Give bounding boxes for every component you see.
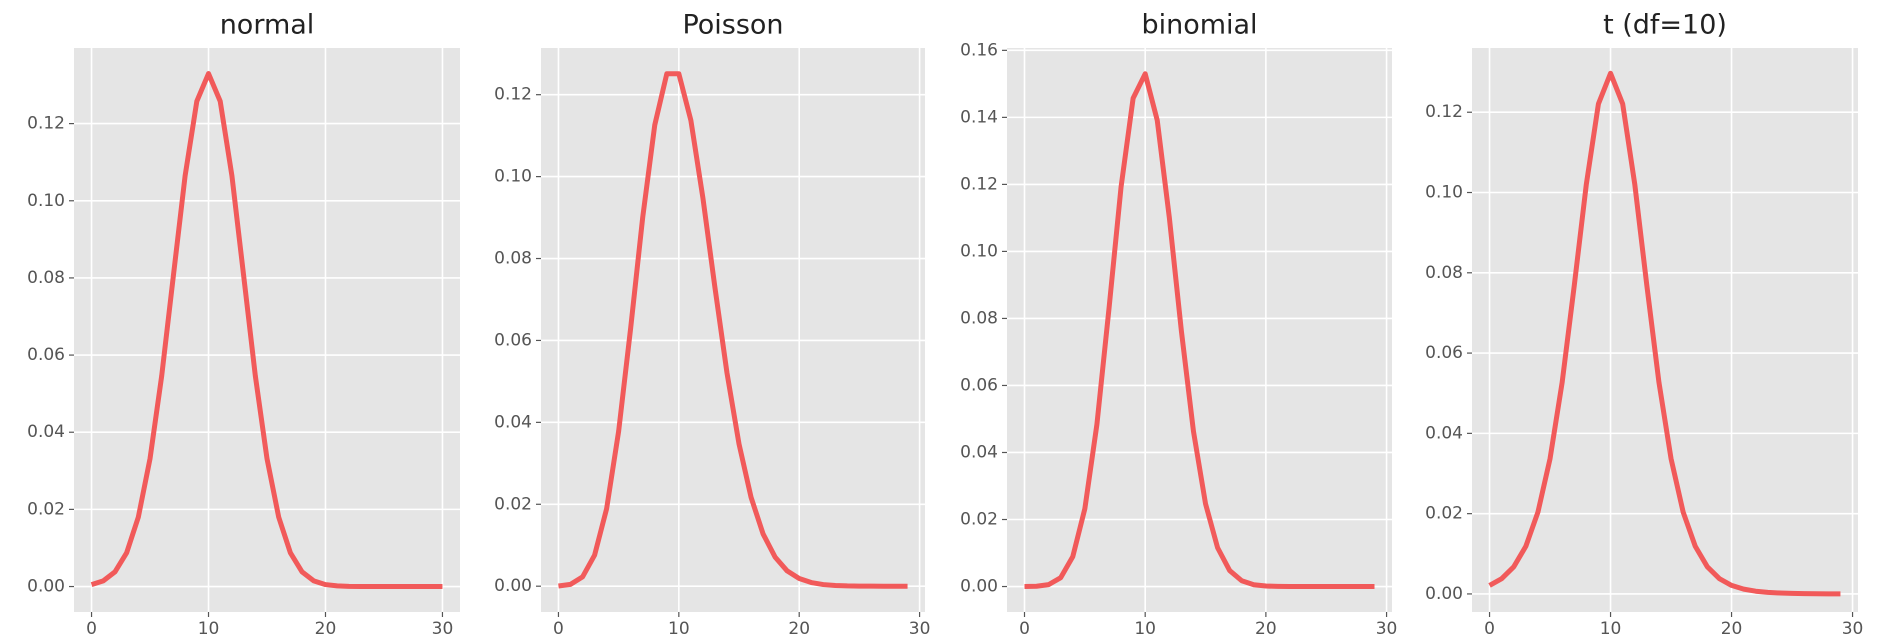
x-tick-label: 0 [1019, 619, 1030, 639]
x-tick-label: 0 [86, 619, 97, 639]
y-tick-label: 0.02 [1425, 504, 1463, 524]
y-tick-label: 0.04 [1425, 423, 1463, 443]
y-tick-label: 0.08 [1425, 263, 1463, 283]
y-tick-label: 0.08 [960, 308, 998, 328]
line [1488, 70, 1841, 597]
subplot: Poisson 0.00 0.02 0.04 0.06 0.08 0.10 0.12 0 10 20… [494, 10, 930, 639]
y-tick-label: 0.12 [1425, 102, 1463, 122]
y-tick-label: 0.02 [494, 494, 532, 514]
y-tick-label: 0.10 [494, 167, 532, 187]
plot-background [1007, 48, 1392, 612]
plot-background [74, 48, 460, 612]
chart-title: Poisson [682, 10, 783, 41]
y-tick-label: 0.00 [960, 577, 998, 597]
x-tick-label: 10 [1134, 619, 1156, 639]
y-tick-label: 0.06 [960, 375, 998, 395]
y-tick-label: 0.08 [27, 268, 65, 288]
line [558, 71, 908, 589]
x-tick-label: 30 [1842, 619, 1864, 639]
y-tick-label: 0.00 [27, 577, 65, 597]
x-tick-label: 30 [909, 619, 931, 639]
chart-title: binomial [1141, 10, 1257, 41]
chart-title: normal [220, 10, 315, 41]
y-tick-label: 0.14 [960, 107, 998, 127]
x-tick-label: 0 [553, 619, 564, 639]
x-tick-label: 10 [198, 619, 220, 639]
subplot: normal 0.00 0.02 0.04 0.06 0.08 0.10 0.12 0 10 20 3… [27, 10, 460, 639]
y-tick-label: 0.02 [27, 499, 65, 519]
subplot: t (df=10) 0.00 0.02 0.04 0.06 0.08 0.10 0.12 0 10… [1425, 10, 1863, 639]
y-tick-label: 0.06 [27, 345, 65, 365]
y-tick-label: 0.04 [494, 412, 532, 432]
line [1024, 71, 1375, 590]
y-tick-label: 0.10 [960, 241, 998, 261]
y-tick-label: 0.00 [1425, 584, 1463, 604]
x-tick-label: 10 [1600, 619, 1622, 639]
x-tick-label: 20 [1255, 619, 1277, 639]
y-tick-label: 0.16 [960, 40, 998, 60]
y-tick-label: 0.12 [960, 174, 998, 194]
y-tick-label: 0.06 [1425, 343, 1463, 363]
y-tick-label: 0.02 [960, 510, 998, 530]
y-tick-label: 0.04 [960, 442, 998, 462]
x-tick-label: 20 [1721, 619, 1743, 639]
y-tick-label: 0.10 [27, 191, 65, 211]
plot-background [541, 48, 925, 612]
x-tick-label: 0 [1484, 619, 1495, 639]
x-tick-label: 30 [432, 619, 454, 639]
y-tick-label: 0.04 [27, 422, 65, 442]
line [90, 71, 443, 590]
x-tick-label: 10 [668, 619, 690, 639]
x-tick-label: 30 [1376, 619, 1398, 639]
y-tick-label: 0.00 [494, 576, 532, 596]
y-tick-label: 0.06 [494, 330, 532, 350]
y-tick-label: 0.12 [27, 114, 65, 134]
chart-title: t (df=10) [1603, 10, 1727, 41]
y-tick-label: 0.12 [494, 85, 532, 105]
x-tick-label: 20 [788, 619, 810, 639]
subplot: binomial 0.00 0.02 0.04 0.06 0.08 0.10 0.12 0.14… [960, 10, 1397, 639]
y-tick-label: 0.08 [494, 249, 532, 269]
y-tick-label: 0.10 [1425, 183, 1463, 203]
x-tick-label: 20 [315, 619, 337, 639]
